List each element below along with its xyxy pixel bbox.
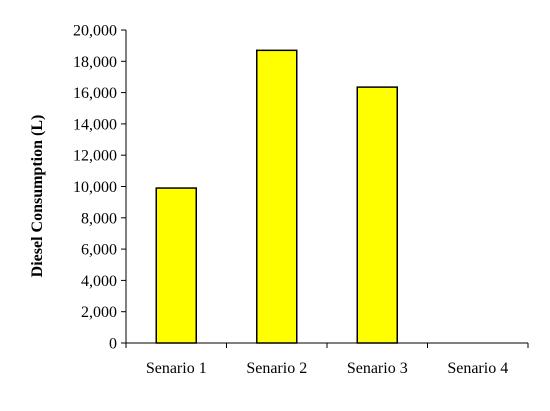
y-tick-label: 8,000 (81, 210, 117, 227)
y-tick-label: 10,000 (73, 179, 117, 196)
x-category-label: Senario 3 (347, 360, 408, 377)
x-category-label: Senario 1 (146, 360, 207, 377)
x-labels-layer: Senario 1 Senario 2 Senario 3 Senario 4 (125, 343, 529, 377)
y-tick-label: 16,000 (73, 85, 117, 102)
x-category-label: Senario 4 (447, 360, 508, 377)
bars-layer (155, 49, 398, 344)
y-ticks-layer: 0 2,000 4,000 6,000 8,000 10,000 12,000 14,000 1… (73, 23, 126, 353)
y-tick-label: 2,000 (81, 304, 117, 321)
y-tick-label: 6,000 (81, 242, 117, 259)
bar-2 (256, 49, 298, 344)
y-tick-label: 0 (109, 336, 117, 353)
y-tick-label: 14,000 (73, 116, 117, 133)
y-tick-label: 20,000 (73, 23, 117, 40)
bar-1 (155, 187, 197, 344)
y-tick-label: 18,000 (73, 54, 117, 71)
y-tick-label: 12,000 (73, 148, 117, 165)
y-tick-label: 4,000 (81, 273, 117, 290)
y-axis-title: Diesel Consumption (L) (29, 115, 46, 278)
bar-3 (356, 86, 398, 344)
x-category-label: Senario 2 (246, 360, 307, 377)
